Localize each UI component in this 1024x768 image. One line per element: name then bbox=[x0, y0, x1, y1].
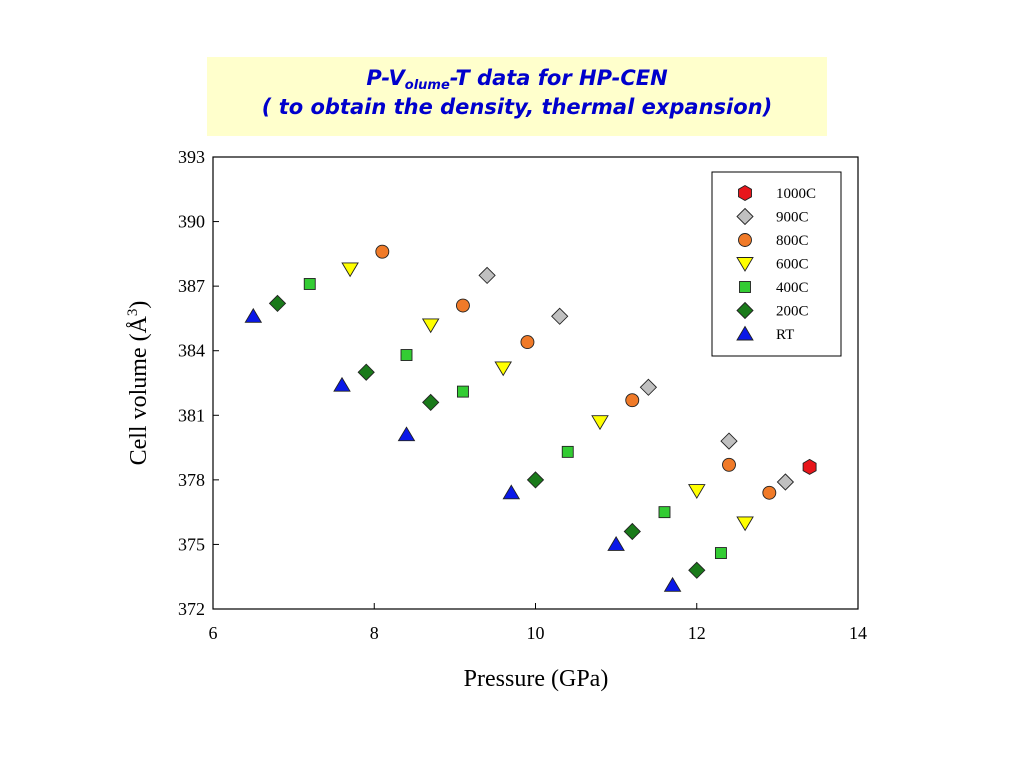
data-point-800c bbox=[455, 298, 470, 313]
x-tick-label: 6 bbox=[209, 623, 218, 643]
ticks-layer: 6 8 10 12 14 372 375 378 381 384 387 390 393 bbox=[178, 147, 867, 643]
data-point-rt bbox=[663, 576, 682, 592]
y-axis-label-main: Cell volume (Å bbox=[126, 315, 152, 465]
data-point-600c bbox=[688, 484, 706, 499]
y-axis-label-close: ) bbox=[126, 301, 152, 309]
legend-marker-1000c bbox=[738, 184, 752, 202]
data-point-400c bbox=[400, 349, 413, 361]
title-line-1-pre: P-V bbox=[366, 66, 405, 90]
data-point-800c bbox=[375, 244, 390, 259]
data-point-600c bbox=[736, 516, 754, 532]
data-point-200c bbox=[268, 294, 287, 313]
x-tick-label: 12 bbox=[688, 623, 706, 643]
data-point-rt bbox=[244, 307, 263, 323]
legend-label-rt: RT bbox=[776, 327, 794, 343]
data-point-900c bbox=[478, 266, 496, 285]
legend-marker-900c bbox=[736, 207, 754, 226]
y-tick-label: 393 bbox=[178, 147, 205, 167]
data-point-400c bbox=[561, 445, 574, 458]
data-point-600c bbox=[421, 318, 440, 334]
title-line-1: P-Volume-T data for HP-CEN bbox=[207, 64, 827, 93]
data-point-800c bbox=[722, 457, 736, 472]
data-point-600c bbox=[494, 361, 512, 377]
plot-frame bbox=[212, 156, 859, 610]
data-point-800c bbox=[762, 485, 777, 500]
y-tick-label: 375 bbox=[178, 534, 205, 554]
data-point-rt bbox=[607, 536, 625, 551]
data-point-1000c bbox=[802, 458, 817, 475]
y-tick-label: 378 bbox=[178, 470, 205, 490]
legend-marker-400c bbox=[739, 281, 751, 293]
x-axis-label: Pressure (GPa) bbox=[464, 666, 609, 692]
data-point-rt bbox=[397, 426, 416, 442]
data-point-200c bbox=[357, 363, 375, 381]
y-tick-label: 387 bbox=[178, 276, 205, 296]
data-point-400c bbox=[303, 278, 316, 290]
data-point-900c bbox=[720, 432, 738, 450]
data-point-rt bbox=[333, 376, 351, 392]
data-point-200c bbox=[688, 561, 706, 579]
data-point-400c bbox=[714, 547, 727, 559]
legend-marker-600c bbox=[736, 257, 754, 272]
legend-label-400c: 400C bbox=[776, 280, 809, 296]
data-point-900c bbox=[551, 307, 569, 325]
legend-frame bbox=[711, 171, 842, 357]
data-point-600c bbox=[341, 262, 359, 278]
x-tick-label: 14 bbox=[849, 623, 867, 643]
legend-label-1000c: 1000C bbox=[776, 186, 816, 202]
data-point-800c bbox=[625, 393, 640, 408]
data-point-400c bbox=[658, 506, 671, 519]
data-point-900c bbox=[639, 378, 658, 396]
legend: 1000C 900C 800C 600C 400C 200C RT bbox=[711, 171, 842, 357]
legend-label-600c: 600C bbox=[776, 257, 809, 273]
y-axis-label-sup: 3 bbox=[125, 309, 141, 317]
legend-label-200c: 200C bbox=[776, 304, 809, 320]
y-tick-label: 390 bbox=[178, 212, 205, 232]
data-point-800c bbox=[520, 335, 535, 350]
y-tick-label: 381 bbox=[178, 405, 205, 425]
x-tick-label: 8 bbox=[370, 623, 379, 643]
data-point-200c bbox=[422, 393, 440, 412]
data-point-600c bbox=[591, 415, 609, 431]
legend-label-900c: 900C bbox=[776, 210, 809, 226]
data-point-200c bbox=[526, 471, 545, 489]
data-point-900c bbox=[776, 473, 795, 491]
y-axis-label: Cell volume (Å3) bbox=[125, 301, 152, 466]
legend-label-800c: 800C bbox=[776, 233, 809, 249]
title-line-1-post: -T data for HP-CEN bbox=[449, 66, 668, 90]
legend-marker-200c bbox=[736, 301, 754, 320]
y-tick-label: 384 bbox=[178, 341, 205, 361]
y-tick-label: 372 bbox=[178, 599, 205, 619]
title-line-1-sub: olume bbox=[404, 78, 450, 93]
legend-marker-rt bbox=[736, 325, 754, 341]
chart-title: P-Volume-T data for HP-CEN ( to obtain t… bbox=[207, 57, 827, 136]
data-point-rt bbox=[502, 484, 521, 500]
x-tick-label: 10 bbox=[527, 623, 545, 643]
title-line-2: ( to obtain the density, thermal expansi… bbox=[261, 95, 773, 119]
points-layer bbox=[244, 244, 817, 592]
legend-marker-800c bbox=[738, 233, 752, 247]
data-point-400c bbox=[456, 385, 469, 398]
data-point-200c bbox=[623, 522, 641, 541]
